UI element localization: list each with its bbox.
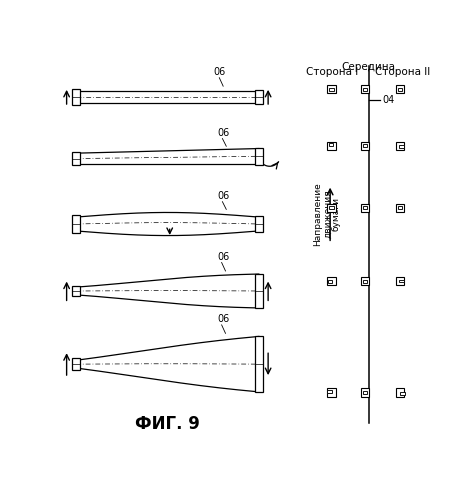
Text: Середина: Середина xyxy=(342,62,396,72)
Bar xyxy=(327,85,336,94)
Bar xyxy=(396,204,404,212)
Text: Сторона I: Сторона I xyxy=(306,67,358,77)
Text: 06: 06 xyxy=(218,252,230,262)
Bar xyxy=(254,216,263,232)
Bar xyxy=(398,206,402,209)
Bar xyxy=(254,148,263,164)
Bar xyxy=(329,206,334,209)
Text: ФИГ. 9: ФИГ. 9 xyxy=(135,414,200,432)
Bar xyxy=(72,152,80,166)
Bar xyxy=(72,286,80,296)
Text: 04: 04 xyxy=(382,95,394,105)
Bar xyxy=(254,336,263,392)
Bar xyxy=(396,277,404,285)
Bar xyxy=(398,88,402,90)
Bar xyxy=(254,90,263,104)
Bar xyxy=(363,391,367,394)
Bar xyxy=(363,144,367,147)
Bar xyxy=(363,280,367,283)
Bar xyxy=(361,204,369,212)
Bar xyxy=(327,277,336,285)
Bar xyxy=(400,392,405,395)
Bar xyxy=(329,144,333,146)
Text: 06: 06 xyxy=(218,191,230,201)
Bar xyxy=(399,145,404,148)
Text: 06: 06 xyxy=(213,67,226,77)
Text: Направление
движения: Направление движения xyxy=(313,182,332,246)
Bar xyxy=(329,88,334,90)
Bar xyxy=(361,388,369,397)
Bar xyxy=(361,85,369,94)
Text: 06: 06 xyxy=(218,314,230,324)
Bar xyxy=(363,88,367,90)
Bar xyxy=(328,280,333,283)
Bar xyxy=(327,204,336,212)
Bar xyxy=(72,216,80,232)
Bar xyxy=(396,142,404,150)
Bar xyxy=(254,274,263,308)
Bar xyxy=(399,280,404,282)
Bar xyxy=(396,85,404,94)
Bar xyxy=(327,390,332,394)
Bar xyxy=(327,142,336,150)
Bar xyxy=(361,142,369,150)
Bar xyxy=(327,388,336,397)
Text: Сторона II: Сторона II xyxy=(374,67,430,77)
Bar xyxy=(363,206,367,209)
Bar xyxy=(72,90,80,104)
Bar xyxy=(361,277,369,285)
Bar xyxy=(72,358,80,370)
Text: 06: 06 xyxy=(218,128,230,138)
Text: бумаги: бумаги xyxy=(332,197,341,231)
Bar xyxy=(396,388,404,397)
